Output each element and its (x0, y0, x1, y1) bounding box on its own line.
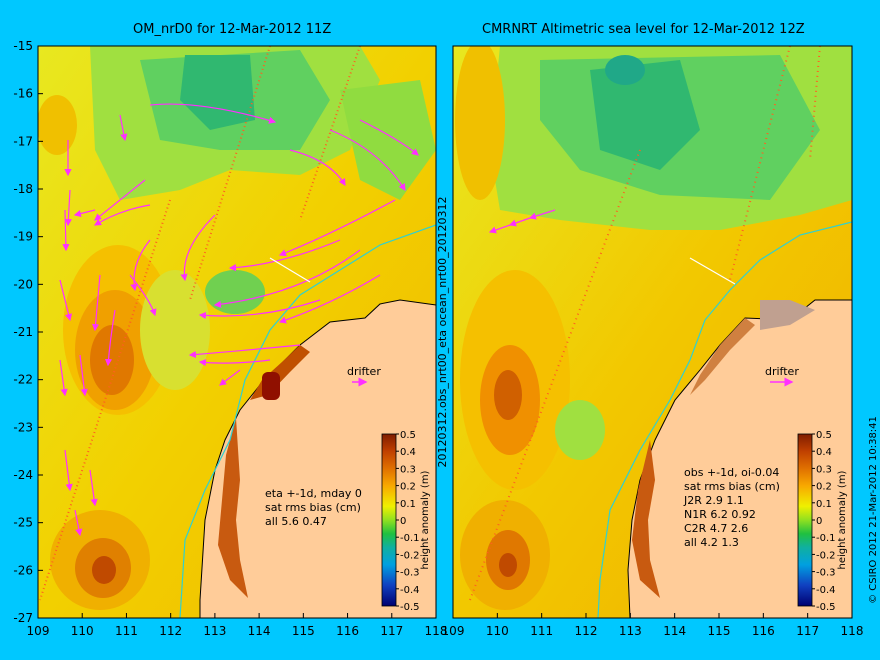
side-file-label: 20120312.obs_nrt00_eta ocean_nrt00_20120… (436, 196, 449, 467)
right-drifter-label: drifter (765, 365, 799, 378)
right-colorbar: 0.5 0.4 0.3 0.2 0.1 0 -0.1 -0.2 -0.3 -0.4 -0.5 hei… (797, 430, 848, 613)
colorbar-tick-label: -0.1 (400, 533, 420, 544)
x-tick-label: 109 (27, 624, 50, 638)
colorbar-tick-label: 0.5 (816, 430, 832, 441)
right-map (453, 46, 852, 618)
left-drifter-label: drifter (347, 365, 381, 378)
y-tick-label: -23 (13, 420, 33, 434)
svg-text:C2R 4.7 2.6: C2R 4.7 2.6 (684, 522, 748, 535)
right-stats: obs +-1d, oi-0.04 sat rms bias (cm) J2R … (683, 466, 780, 549)
y-tick-label: -22 (13, 373, 33, 387)
height-anomaly-field (38, 46, 436, 610)
x-tick-label: 118 (425, 624, 448, 638)
colorbar-tick-label: -0.1 (816, 533, 836, 544)
colorbar-tick-label: 0 (816, 516, 822, 527)
isobath-contour (179, 224, 436, 618)
svg-text:obs +-1d, oi-0.04: obs +-1d, oi-0.04 (684, 466, 779, 479)
x-tick-label: 111 (115, 624, 138, 638)
colorbar-tick-label: -0.3 (816, 568, 836, 579)
colorbar-tick-label: 0.1 (400, 499, 416, 510)
isobath-contour-right (597, 221, 852, 618)
colorbar-tick-label: 0 (400, 516, 406, 527)
colorbar-tick-label: 0.3 (400, 464, 416, 475)
y-tick-label: -18 (13, 182, 33, 196)
colorbar-tick-label: 0.3 (816, 464, 832, 475)
x-tick-label: 114 (248, 624, 271, 638)
colorbar-tick-label: 0.2 (400, 482, 416, 493)
copyright-label: © CSIRO 2012 21-Mar-2012 10:38:41 (868, 416, 879, 604)
x-tick-label: 112 (575, 624, 598, 638)
y-tick-label: -21 (13, 325, 33, 339)
right-map-frame (452, 45, 853, 619)
left-panel-title: OM_nrD0 for 12-Mar-2012 11Z (133, 22, 332, 37)
svg-text:J2R 2.9 1.1: J2R 2.9 1.1 (683, 494, 744, 507)
left-colorbar-label: height anomaly (m) (420, 470, 431, 569)
y-tick-label: -19 (13, 230, 33, 244)
x-tick-label: 115 (708, 624, 731, 638)
y-tick-label: -17 (13, 134, 33, 148)
svg-text:all 4.2 1.3: all 4.2 1.3 (684, 536, 739, 549)
land-mass (199, 299, 436, 618)
y-tick-label: -15 (13, 39, 33, 53)
colorbar-tick-label: -0.5 (816, 602, 836, 613)
x-tick-label: 109 (442, 624, 465, 638)
left-y-axis: -15 -16 -17 -18 -19 -20 -21 -22 -23 -24 -25 -26 -27 (13, 39, 43, 625)
svg-text:N1R 6.2 0.92: N1R 6.2 0.92 (684, 508, 756, 521)
colorbar-tick-label: -0.5 (400, 602, 420, 613)
left-map (38, 46, 436, 618)
svg-text:eta +-1d, mday 0: eta +-1d, mday 0 (265, 487, 362, 500)
x-tick-label: 118 (841, 624, 864, 638)
colorbar-tick-label: -0.2 (400, 550, 420, 561)
y-tick-label: -24 (13, 468, 33, 482)
right-colorbar-label: height anomaly (m) (837, 470, 848, 569)
colorbar-tick-label: -0.4 (400, 585, 420, 596)
x-tick-label: 112 (159, 624, 182, 638)
x-tick-label: 110 (486, 624, 509, 638)
left-x-axis: 109 110 111 112 113 114 115 116 117 118 (27, 613, 448, 638)
y-tick-label: -16 (13, 87, 33, 101)
x-tick-label: 114 (663, 624, 686, 638)
svg-text:all 5.6 0.47: all 5.6 0.47 (265, 515, 327, 528)
colorbar-tick-label: 0.4 (816, 447, 832, 458)
y-tick-label: -26 (13, 563, 33, 577)
x-tick-label: 115 (292, 624, 315, 638)
x-tick-label: 116 (752, 624, 775, 638)
x-tick-label: 110 (71, 624, 94, 638)
left-stats: eta +-1d, mday 0 sat rms bias (cm) all 5… (265, 487, 362, 528)
y-tick-label: -20 (13, 277, 33, 291)
colorbar-tick-label: 0.4 (400, 447, 416, 458)
colorbar-tick-label: -0.3 (400, 568, 420, 579)
x-tick-label: 117 (380, 624, 403, 638)
left-colorbar: 0.5 0.4 0.3 0.2 0.1 0 -0.1 -0.2 -0.3 -0.4 -0.5 hei… (381, 430, 431, 613)
colorbar-tick-label: -0.4 (816, 585, 836, 596)
colorbar-tick-label: 0.5 (400, 430, 416, 441)
svg-text:sat rms bias (cm): sat rms bias (cm) (265, 501, 361, 514)
x-tick-label: 111 (530, 624, 553, 638)
svg-text:sat rms bias (cm): sat rms bias (cm) (684, 480, 780, 493)
current-vectors (59, 103, 419, 537)
x-tick-label: 113 (619, 624, 642, 638)
colorbar-tick-label: -0.2 (816, 550, 836, 561)
satellite-tracks (39, 46, 361, 601)
x-tick-label: 113 (203, 624, 226, 638)
current-vectors-right (488, 209, 556, 234)
x-tick-label: 116 (336, 624, 359, 638)
colorbar-tick-label: 0.2 (816, 482, 832, 493)
satellite-tracks-right (469, 46, 821, 601)
colorbar-tick-label: 0.1 (816, 499, 832, 510)
y-tick-label: -25 (13, 516, 33, 530)
right-panel-title: CMRNRT Altimetric sea level for 12-Mar-2… (482, 22, 805, 37)
land-mass-right (627, 299, 852, 618)
drifter-track-right (689, 257, 736, 285)
right-x-axis: 109 110 111 112 113 114 115 116 117 118 (442, 613, 864, 638)
x-tick-label: 117 (796, 624, 819, 638)
y-tick-label: -27 (13, 611, 33, 625)
height-anomaly-field-right (455, 46, 852, 610)
drifter-track (269, 257, 311, 283)
